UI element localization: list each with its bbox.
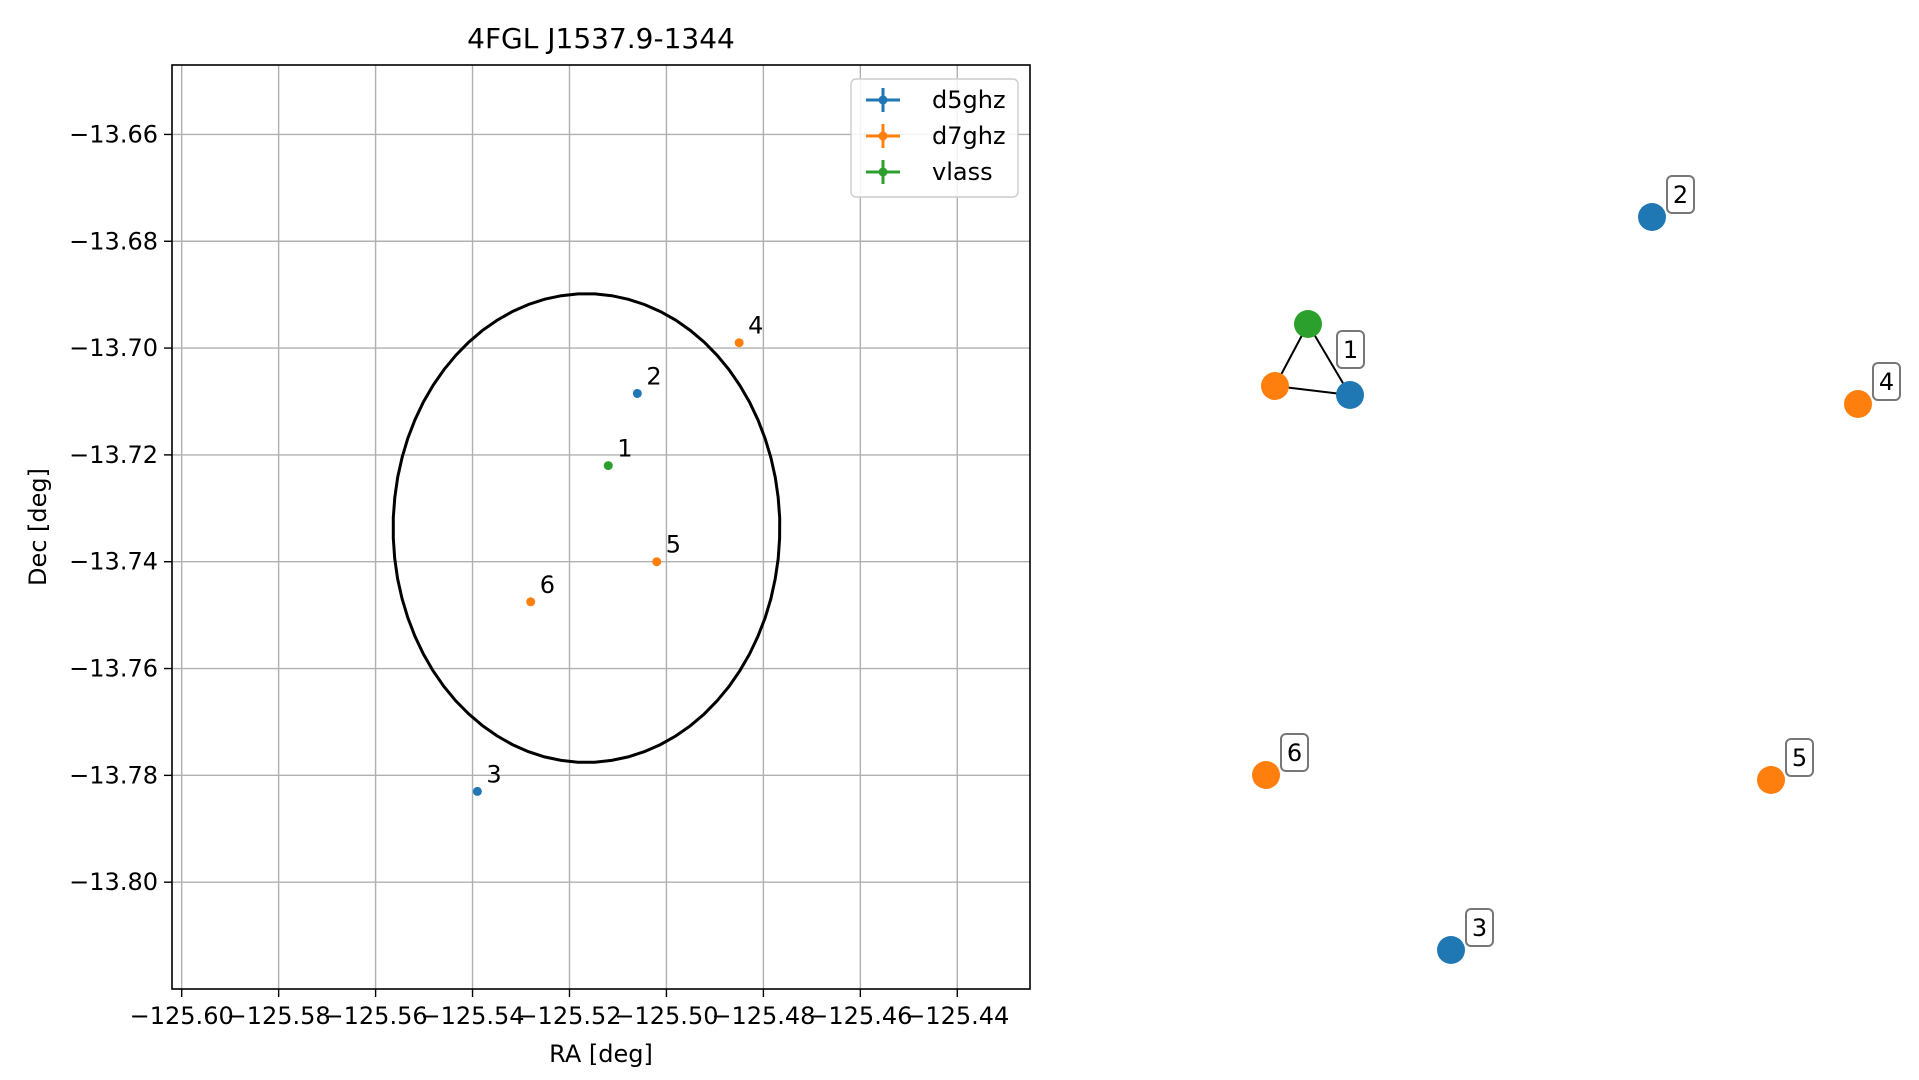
node-label-box [1336,330,1365,369]
x-tick-label: −125.52 [517,1002,621,1030]
node-label: 2 [1673,181,1688,209]
legend-label: vlass [932,158,993,186]
x-tick-label: −125.56 [324,1002,428,1030]
legend-label: d7ghz [932,122,1006,150]
legend-marker-dot [878,95,888,105]
node-label-box [1785,738,1814,777]
network-panel: 1 2 3 4 5 6 [1252,175,1901,964]
y-tick-label: −13.80 [69,868,158,896]
scatter-point-d7ghz [526,597,536,607]
ellipse-path [391,292,782,764]
point-label: 5 [666,531,681,559]
node-label: 5 [1792,744,1807,772]
node-label-box [1465,908,1494,947]
y-tick-label: −13.68 [69,227,158,255]
network-node [1261,372,1289,400]
legend-label: d5ghz [932,86,1006,114]
network-node [1844,390,1872,418]
x-tick-label: −125.50 [614,1002,718,1030]
legend: d5ghz d7ghz vlass [850,78,1019,198]
chart-title: 4FGL J1537.9-1344 [467,22,735,55]
x-axis-label: RA [deg] [549,1040,653,1068]
node-label: 3 [1472,914,1487,942]
network-node [1437,936,1465,964]
x-tick-label: −125.46 [808,1002,912,1030]
y-tick-label: −13.72 [69,441,158,469]
network-node [1757,766,1785,794]
network-node [1252,761,1280,789]
x-tick-label: −125.60 [130,1002,234,1030]
node-label: 4 [1879,368,1894,396]
x-tick-label: −125.58 [227,1002,331,1030]
legend-box [850,78,1019,198]
scatter-point-d5ghz [632,388,642,398]
node-label-box [1666,175,1695,214]
axis-ticks: −125.60−125.58−125.56−125.54−125.52−125.… [69,120,1009,1030]
grid-lines [172,65,1030,989]
network-node [1638,203,1666,231]
x-tick-label: −125.54 [420,1002,524,1030]
node-label-box [1872,362,1901,401]
scatter-point-d7ghz [734,338,744,348]
scatter-point-d7ghz [652,557,662,567]
point-label: 2 [646,362,661,390]
x-tick-label: −125.48 [711,1002,815,1030]
legend-marker-dot [878,131,888,141]
node-label-box [1280,733,1309,772]
node-label: 6 [1287,739,1302,767]
y-tick-label: −13.70 [69,334,158,362]
point-label: 6 [540,571,555,599]
node-label: 1 [1343,336,1358,364]
scatter-point-vlass [603,461,613,471]
scatter-points: 2 3 4 5 6 1 [472,312,763,796]
network-node [1336,381,1364,409]
uncertainty-ellipse [391,292,782,764]
scatter-point-d5ghz [472,786,482,796]
point-label: 1 [617,435,632,463]
y-tick-label: −13.74 [69,548,158,576]
network-node [1294,310,1322,338]
network-nodes: 1 2 3 4 5 6 [1252,175,1901,964]
point-label: 3 [486,760,501,788]
legend-marker-dot [878,167,888,177]
y-axis-label: Dec [deg] [24,468,52,586]
y-tick-label: −13.78 [69,761,158,789]
y-tick-label: −13.66 [69,120,158,148]
x-tick-label: −125.44 [905,1002,1009,1030]
point-label: 4 [748,312,763,340]
y-tick-label: −13.76 [69,655,158,683]
plot-frame [171,64,1031,990]
